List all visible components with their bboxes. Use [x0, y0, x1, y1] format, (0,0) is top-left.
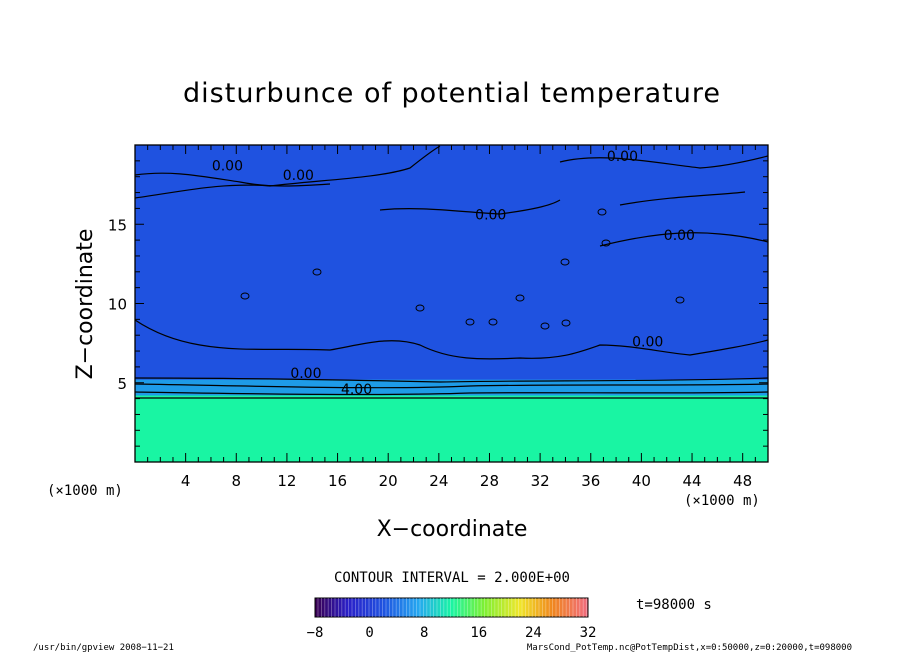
colorbar-tick-label: 32 — [580, 625, 597, 641]
contour-label-5: 0.00 — [632, 334, 663, 350]
x-unit-right: (×1000 m) — [684, 493, 760, 509]
contour-line-1 — [134, 172, 331, 187]
contour-blob-8 — [465, 318, 475, 326]
contour-label-7: 4.00 — [341, 382, 372, 398]
x-tick-label: 36 — [581, 472, 600, 490]
contour-blob-0 — [312, 268, 322, 276]
contour-blob-11 — [675, 296, 685, 304]
contour-line-2 — [379, 199, 561, 215]
contour-blob-5 — [597, 208, 607, 216]
footer-right: MarsCond_PotTemp.nc@PotTempDist,x=0:5000… — [527, 643, 852, 653]
colorbar-ticks: −8 0 8 16 24 32 — [307, 625, 597, 641]
contour-line-4 — [599, 232, 769, 247]
colorbar-tick-label: −8 — [307, 625, 324, 641]
region-band-2 — [135, 145, 768, 380]
contour-blob-10 — [415, 304, 425, 312]
contour-label-3: 0.00 — [607, 149, 638, 165]
contour-line-0 — [134, 145, 441, 199]
x-unit-left: (×1000 m) — [47, 483, 123, 499]
contour-blob-4 — [561, 319, 571, 327]
contour-line-8 — [134, 383, 769, 389]
x-tick-label: 32 — [531, 472, 550, 490]
x-tick-label: 4 — [181, 472, 191, 490]
colorbar-tick-label: 16 — [470, 625, 487, 641]
plot-area: 0.000.000.000.000.000.000.004.004 8 12 16 20… — [108, 144, 769, 490]
contour-label-0: 0.00 — [212, 158, 243, 174]
contour-line-3 — [559, 155, 769, 169]
x-tick-label: 12 — [277, 472, 296, 490]
contour-line-5 — [619, 191, 746, 206]
y-tick-label: 5 — [117, 375, 127, 393]
contour-blob-7 — [560, 258, 570, 266]
contour-label-1: 0.00 — [283, 168, 314, 184]
contour-blob-1 — [240, 292, 250, 300]
chart-title: disturbunce of potential temperature — [183, 78, 721, 109]
y-tick-label: 15 — [108, 216, 127, 234]
contour-interval-text: CONTOUR INTERVAL = 2.000E+00 — [334, 570, 570, 586]
y-axis-title: Z−coordinate — [73, 229, 98, 380]
region-band-1 — [135, 379, 768, 396]
colorbar-tick-label: 0 — [365, 625, 373, 641]
x-tick-label: 20 — [379, 472, 398, 490]
colorbar-stripes — [317, 598, 587, 617]
y-tick-label: 10 — [108, 296, 127, 314]
x-axis-title: X−coordinate — [377, 517, 528, 542]
x-tick-label: 16 — [328, 472, 347, 490]
contour-blob-6 — [601, 239, 611, 247]
region-band-0 — [135, 395, 768, 462]
contour-blob-9 — [488, 318, 498, 326]
colorbar-tick-label: 8 — [420, 625, 428, 641]
x-tick-label: 28 — [480, 472, 499, 490]
contour-blob-3 — [540, 322, 550, 330]
contour-blob-2 — [515, 294, 525, 302]
x-tick-label: 8 — [232, 472, 242, 490]
x-tick-label: 40 — [632, 472, 651, 490]
contour-label-2: 0.00 — [475, 207, 506, 223]
x-tick-label: 44 — [682, 472, 701, 490]
contour-label-6: 0.00 — [290, 366, 321, 382]
x-tick-label: 48 — [733, 472, 752, 490]
contour-line-6 — [134, 319, 769, 360]
colorbar — [314, 597, 589, 618]
x-tick-label: 24 — [429, 472, 448, 490]
footer-left: /usr/bin/gpview 2008−11−21 — [33, 643, 174, 653]
colorbar-tick-label: 24 — [525, 625, 542, 641]
contour-line-9 — [134, 391, 769, 396]
contour-label-4: 0.00 — [664, 228, 695, 244]
contour-line-7 — [134, 377, 769, 383]
time-label: t=98000 s — [636, 597, 712, 613]
